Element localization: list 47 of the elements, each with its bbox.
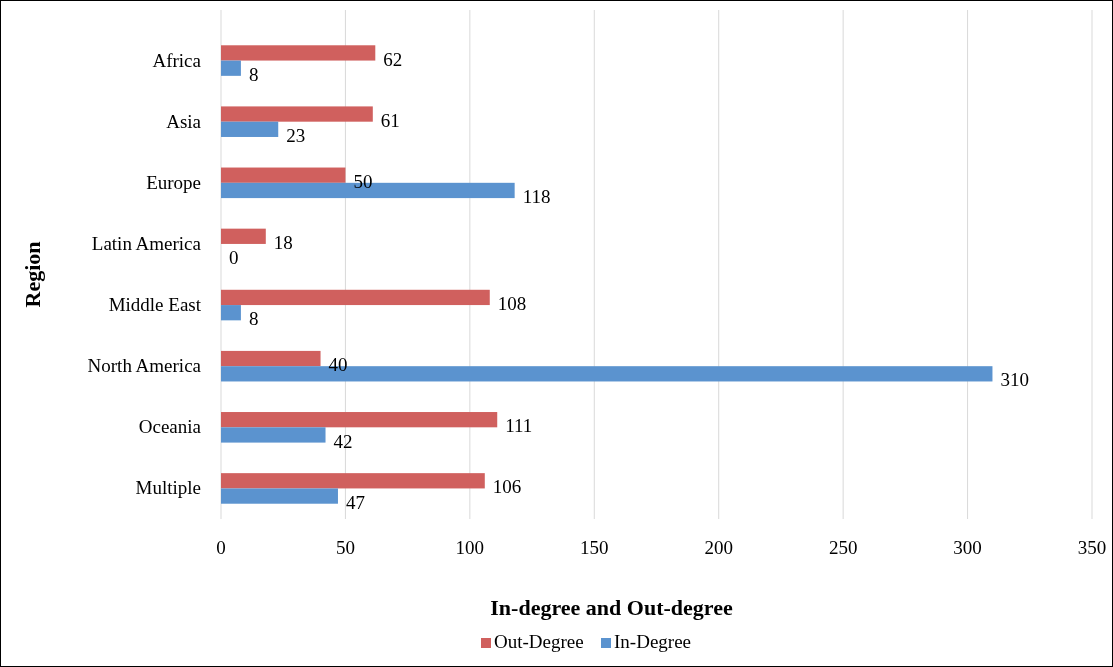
data-label: 106: [492, 476, 522, 498]
y-tick-label: North America: [87, 355, 202, 377]
x-tick-label: 150: [580, 537, 609, 558]
legend-label: Out-Degree: [494, 631, 584, 652]
y-tick-label: Middle East: [108, 294, 202, 316]
data-label: 118: [522, 186, 551, 208]
y-tick-label: Africa: [152, 49, 202, 71]
data-label: 8: [248, 63, 259, 85]
x-tick-label: 250: [828, 537, 858, 558]
data-label: 111: [505, 415, 533, 437]
y-tick-label: Oceania: [138, 416, 202, 438]
data-label: 47: [345, 491, 365, 513]
bar: [221, 106, 373, 122]
bar: [221, 121, 279, 137]
bar: [221, 350, 321, 367]
legend-label: In-Degree: [614, 631, 692, 652]
data-label: 310: [1000, 369, 1029, 391]
x-axis-title: In-degree and Out-degree: [490, 595, 733, 620]
x-tick-label: 300: [953, 537, 982, 558]
x-tick-label: 0: [216, 537, 226, 558]
data-label: 61: [380, 109, 400, 131]
bar: [221, 412, 498, 428]
y-tick-label: Asia: [166, 110, 202, 132]
data-label: 62: [383, 48, 403, 70]
bar: [221, 167, 346, 183]
y-tick-label: Latin America: [91, 232, 202, 254]
bar: [221, 488, 338, 504]
bar: [221, 60, 241, 76]
data-label: 23: [286, 124, 306, 146]
x-tick-label: 200: [704, 537, 733, 558]
x-tick-label: 100: [455, 537, 485, 558]
x-tick-label: 350: [1077, 537, 1107, 558]
y-tick-label: Multiple: [135, 477, 201, 499]
data-label: 8: [248, 308, 259, 330]
data-label: 108: [497, 293, 527, 315]
bar: [221, 45, 376, 61]
data-label: 18: [273, 231, 293, 253]
bar: [221, 228, 266, 244]
x-tick-label: 50: [335, 537, 355, 558]
data-label: 0: [229, 247, 239, 269]
bar: [221, 427, 326, 443]
bar: [221, 289, 490, 306]
bar: [221, 473, 485, 489]
bar: [221, 305, 241, 321]
data-label: 42: [333, 430, 353, 452]
y-tick-label: Europe: [146, 171, 201, 193]
y-axis-title: Region: [20, 241, 45, 308]
